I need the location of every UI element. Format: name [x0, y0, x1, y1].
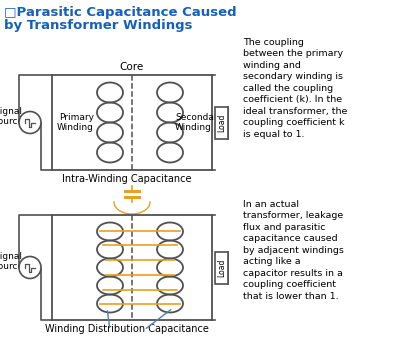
Text: Signal
Source: Signal Source — [0, 107, 24, 126]
Text: Winding Distribution Capacitance: Winding Distribution Capacitance — [45, 324, 209, 334]
Text: Core: Core — [120, 62, 144, 72]
Circle shape — [19, 112, 41, 134]
Text: In an actual
transformer, leakage
flux and parasitic
capacitance caused
by adjac: In an actual transformer, leakage flux a… — [243, 200, 344, 301]
Text: by Transformer Windings: by Transformer Windings — [4, 19, 192, 32]
Text: □Parasitic Capacitance Caused: □Parasitic Capacitance Caused — [4, 6, 237, 19]
Text: Secondary
Winding: Secondary Winding — [175, 113, 223, 132]
Text: Signal
Source: Signal Source — [0, 252, 24, 271]
Text: Primary
Winding: Primary Winding — [57, 113, 94, 132]
Text: Load: Load — [217, 113, 226, 132]
Bar — [52, 215, 212, 320]
Text: Intra-Winding Capacitance: Intra-Winding Capacitance — [62, 174, 192, 184]
Bar — [215, 106, 228, 139]
Text: Load: Load — [217, 258, 226, 277]
Bar — [215, 252, 228, 283]
Text: The coupling
between the primary
winding and
secondary winding is
called the cou: The coupling between the primary winding… — [243, 38, 347, 139]
Bar — [52, 75, 212, 170]
Circle shape — [19, 257, 41, 278]
